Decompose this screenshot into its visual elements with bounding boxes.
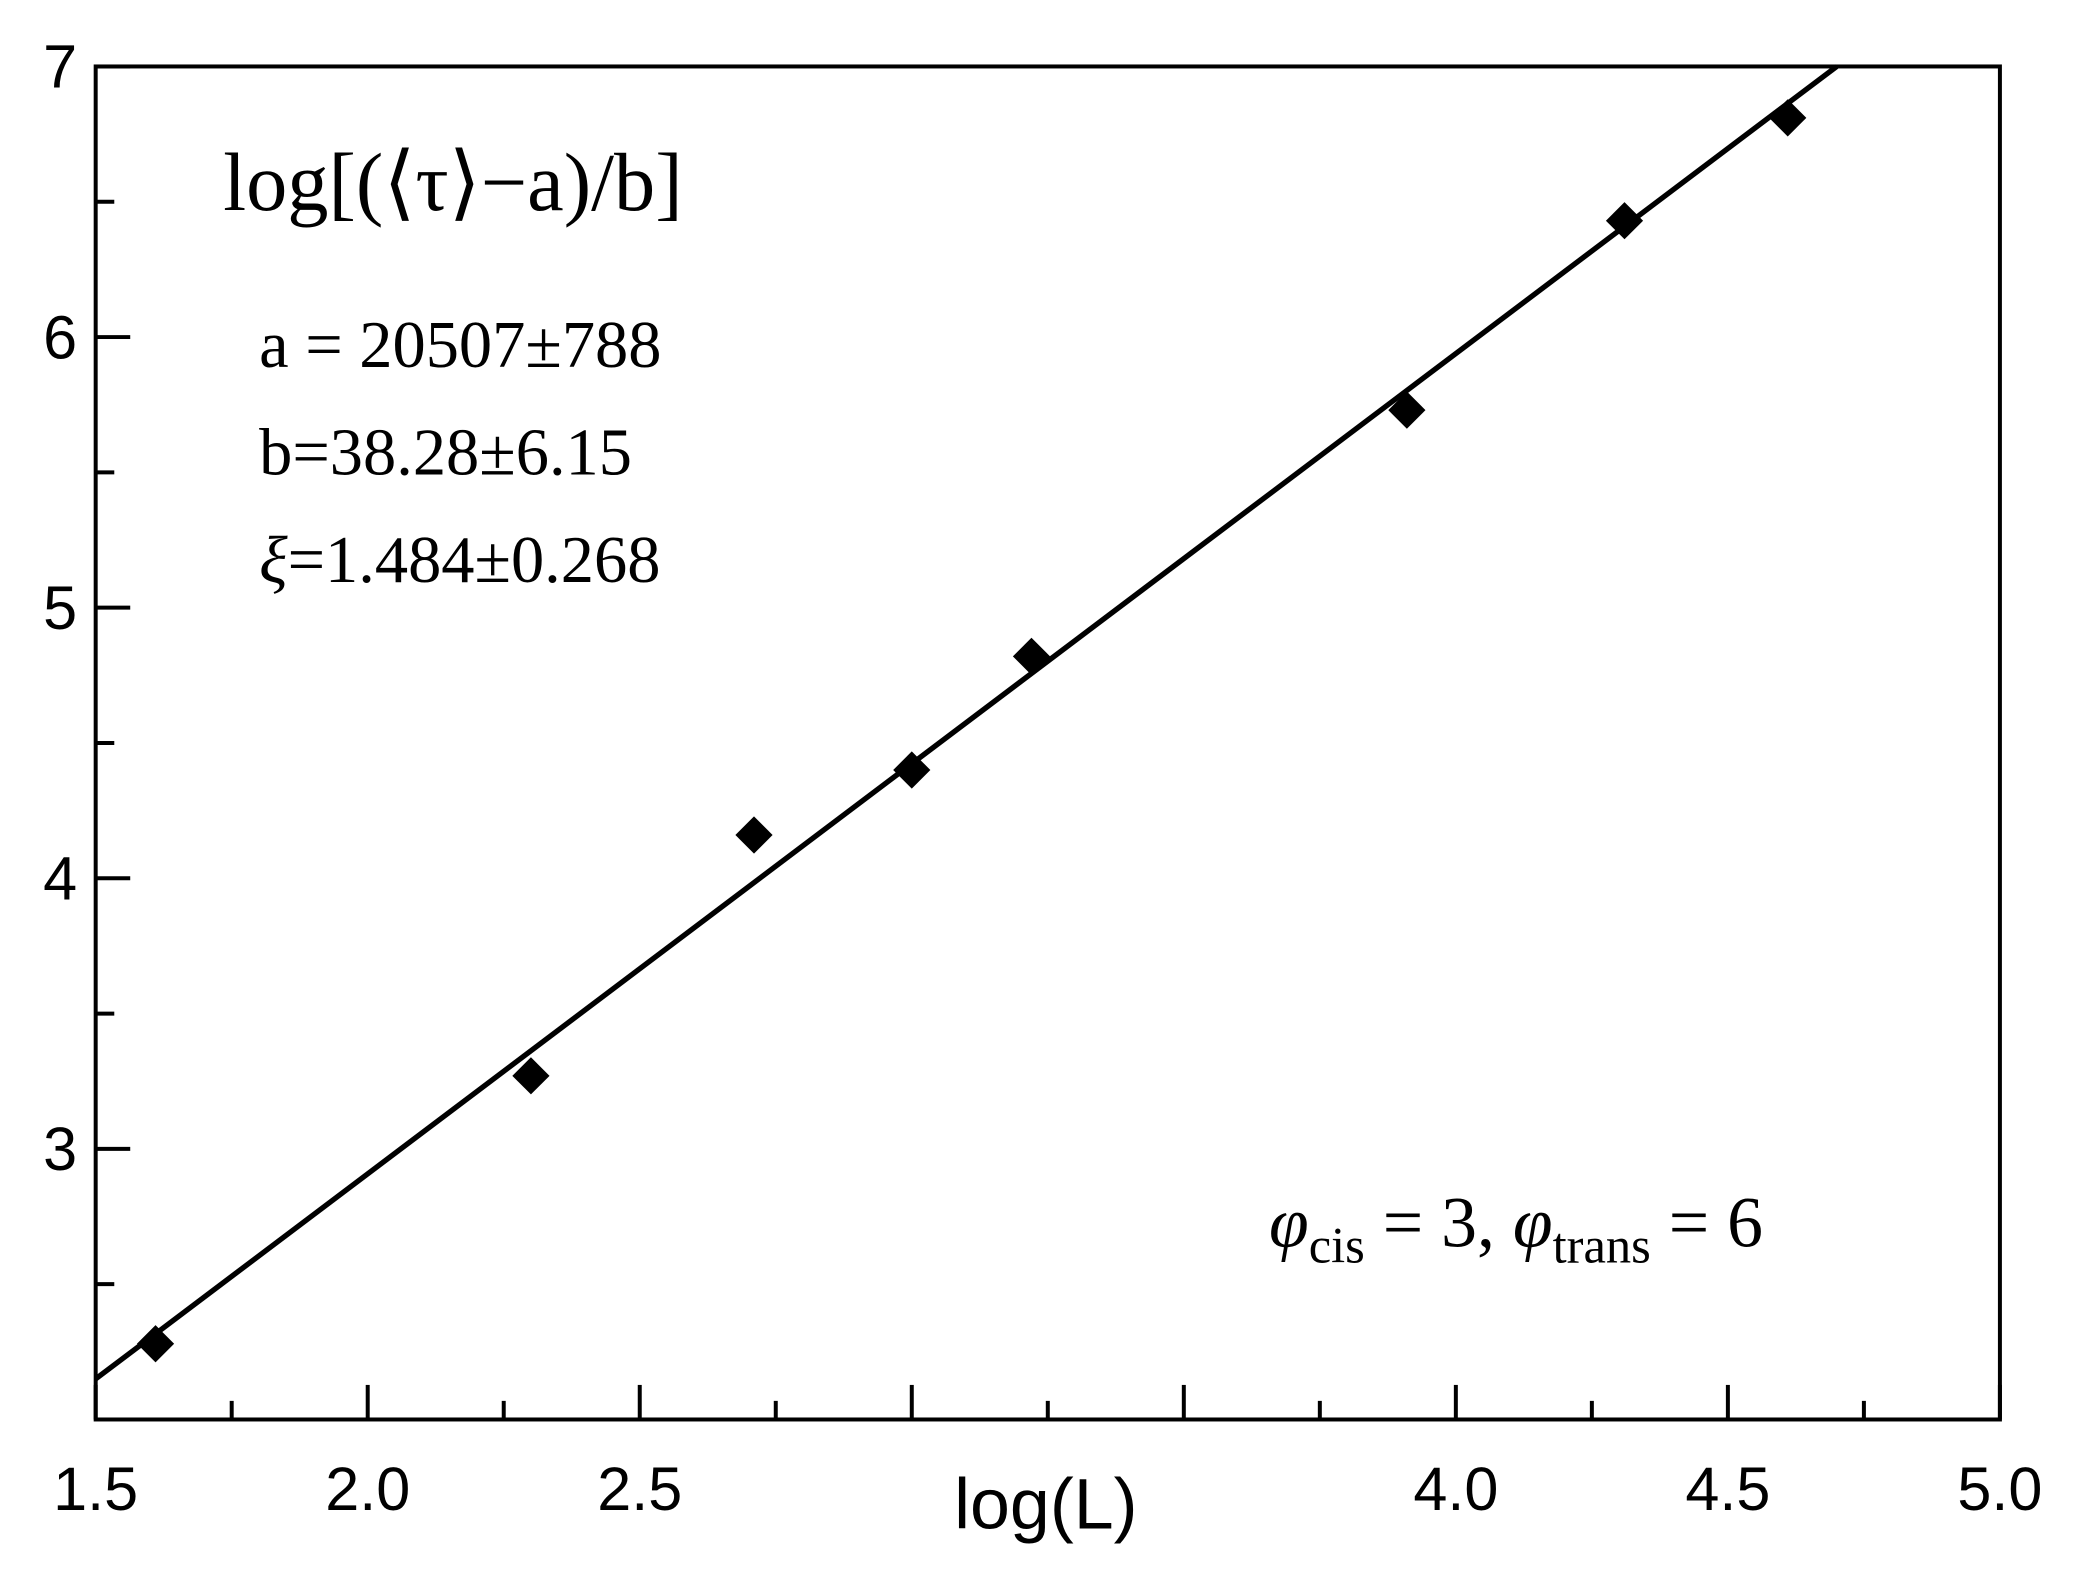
y-tick-label: 6 (43, 303, 77, 371)
phi-annotation: φcis = 3, φtrans = 6 (1269, 1183, 1763, 1274)
data-point (893, 751, 931, 789)
x-tick-label: 2.5 (597, 1455, 682, 1523)
phi-text: = 6 (1651, 1183, 1763, 1263)
data-point (1605, 202, 1644, 240)
x-tick-label: 1.5 (53, 1455, 138, 1523)
data-point (1769, 99, 1807, 137)
x-tick-label: 4.5 (1685, 1455, 1770, 1523)
param-xi: ξ=1.484±0.268 (259, 524, 660, 597)
data-point (1388, 391, 1426, 429)
y-tick-label: 7 (43, 33, 77, 101)
formula-annotation: log[(⟨τ⟩−a)/b] (223, 137, 682, 228)
phi-text: = 3, (1365, 1183, 1513, 1263)
subscript: cis (1309, 1218, 1365, 1274)
phi-text: φ (1269, 1183, 1309, 1263)
y-tick-label: 5 (43, 574, 77, 642)
data-point (1012, 637, 1051, 675)
param-a: a = 20507±788 (259, 309, 661, 382)
fit-line (94, 64, 1839, 1382)
x-tick-label: 4.0 (1413, 1455, 1498, 1523)
data-point (735, 816, 773, 854)
xi-symbol: ξ (259, 524, 288, 597)
x-axis-label: log(L) (954, 1464, 1137, 1544)
data-point (136, 1325, 175, 1363)
phi-text: φ (1513, 1183, 1553, 1263)
param-b: b=38.28±6.15 (259, 416, 632, 489)
y-tick-label: 3 (43, 1115, 77, 1183)
x-tick-label: 5.0 (1957, 1455, 2042, 1523)
data-point (512, 1057, 550, 1095)
y-tick-label: 4 (43, 845, 77, 913)
subscript: trans (1553, 1218, 1651, 1274)
xi-value: =1.484±0.268 (288, 524, 661, 597)
x-tick-label: 2.0 (325, 1455, 410, 1523)
